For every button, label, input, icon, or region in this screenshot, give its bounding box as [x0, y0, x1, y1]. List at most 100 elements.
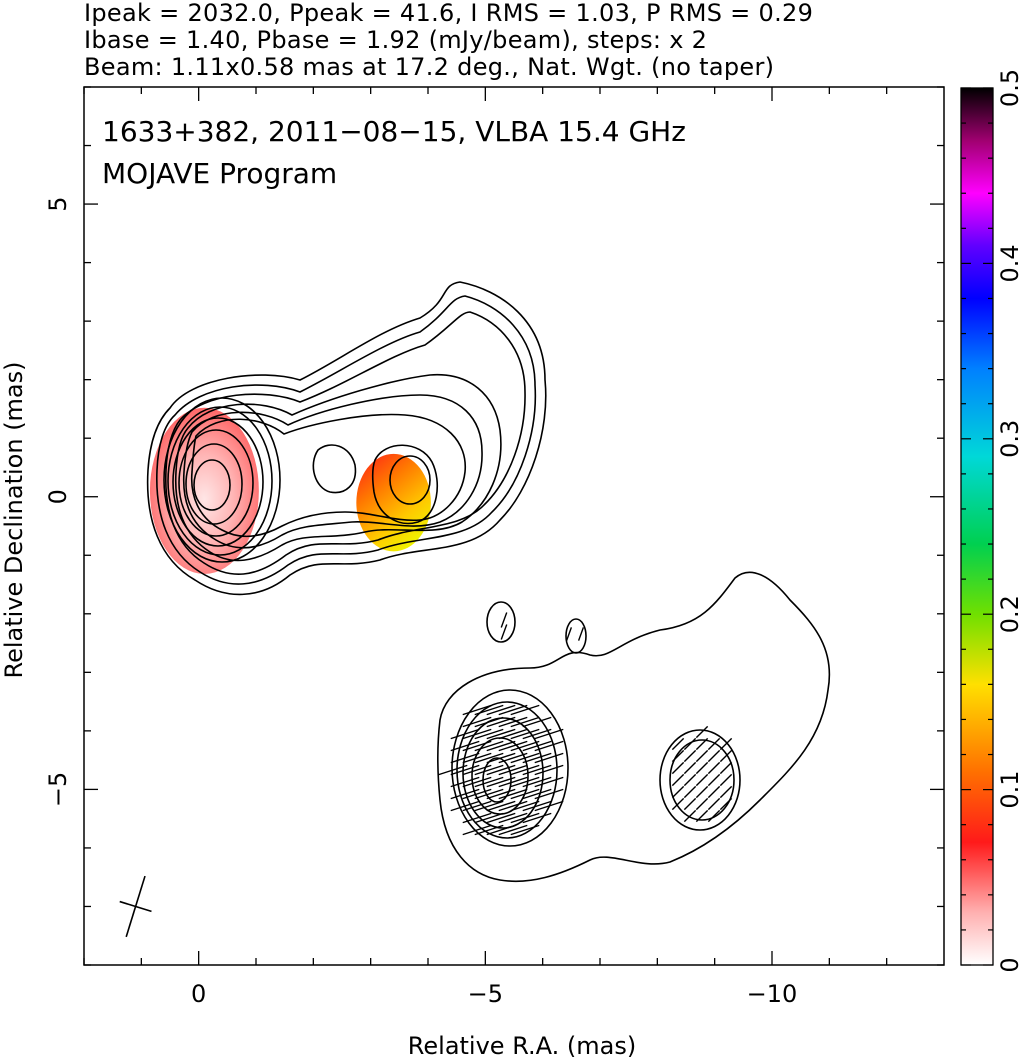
pol-vector — [486, 752, 516, 764]
pol-vector — [671, 773, 685, 787]
y-tick-label: 0 — [44, 489, 72, 504]
pol-vector — [534, 740, 564, 752]
polarization-vectors — [438, 612, 733, 836]
pol-vector — [719, 797, 733, 811]
pol-vector — [498, 788, 528, 800]
colorbar-tick-labels: 0 0.1 0.2 0.3 0.4 0.5 — [996, 69, 1022, 973]
contour-core-3 — [172, 417, 264, 547]
pol-vector — [486, 764, 516, 776]
pol-vector — [510, 776, 540, 788]
pol-vector — [695, 809, 709, 823]
pol-vector — [486, 824, 516, 836]
contour-outer-3 — [164, 311, 526, 575]
contour-outer-2 — [156, 295, 537, 585]
contour-mid-1 — [174, 374, 502, 562]
pol-vector — [534, 788, 564, 800]
pol-vector — [707, 785, 721, 799]
pol-vector — [498, 776, 528, 788]
pol-vector — [534, 764, 564, 776]
pol-vector — [695, 749, 709, 763]
pol-vector — [695, 761, 709, 775]
pol-vector — [683, 773, 697, 787]
x-axis-label: Relative R.A. (mas) — [408, 1032, 636, 1060]
contour-south-a2 — [456, 701, 558, 839]
pol-vector — [462, 740, 492, 752]
pol-vector — [462, 764, 492, 776]
pol-vector — [450, 776, 480, 788]
colorbar-tick-label: 0.2 — [996, 595, 1022, 633]
contour-core-6 — [193, 459, 231, 511]
pol-vector — [510, 812, 540, 824]
pol-vector — [450, 752, 480, 764]
pol-vector — [522, 800, 552, 812]
pol-vector — [719, 785, 733, 799]
pol-vector — [683, 737, 697, 751]
pol-vector — [707, 761, 721, 775]
pol-vector — [438, 764, 468, 776]
pol-vector — [498, 728, 528, 740]
pol-vector — [695, 797, 709, 811]
pol-vector — [695, 725, 709, 739]
pol-vector — [450, 740, 480, 752]
pol-vector — [683, 761, 697, 775]
x-tick-label: −5 — [468, 980, 503, 1008]
pol-vector — [719, 749, 733, 763]
pol-vector — [462, 704, 492, 716]
header-line-1: Ipeak = 2032.0, Ppeak = 41.6, I RMS = 1.… — [84, 0, 814, 27]
pol-vector — [707, 797, 721, 811]
pol-vector — [522, 764, 552, 776]
pol-vector — [498, 824, 528, 836]
pol-vector — [510, 764, 540, 776]
pol-vector — [695, 785, 709, 799]
contour-south-b2 — [669, 739, 735, 821]
pol-vector — [522, 752, 552, 764]
pol-vector — [510, 800, 540, 812]
pol-vector — [474, 716, 504, 728]
pol-vector — [450, 728, 480, 740]
contour-core-5 — [185, 443, 243, 525]
x-tick-label: −10 — [747, 980, 798, 1008]
pol-vector — [474, 752, 504, 764]
beam-marker — [119, 875, 152, 938]
pol-vector — [683, 749, 697, 763]
colorbar-tick-label: 0 — [996, 957, 1022, 972]
pol-vector — [510, 716, 540, 728]
pol-vector — [510, 752, 540, 764]
pol-vector — [450, 800, 480, 812]
pol-vector — [719, 773, 733, 787]
pol-vector — [683, 809, 697, 823]
contour-core-2 — [167, 406, 273, 556]
pol-region-inner-jet-knot — [356, 453, 431, 552]
contour-outer-1 — [146, 281, 547, 596]
pol-vector — [474, 788, 504, 800]
pol-vector — [671, 749, 685, 763]
axis-ticks — [83, 86, 944, 966]
pol-vector — [683, 797, 697, 811]
pol-vector — [534, 752, 564, 764]
pol-vector — [462, 824, 492, 836]
pol-vector — [671, 737, 685, 751]
pol-vector — [707, 737, 721, 751]
pol-vector — [462, 788, 492, 800]
pol-vector — [500, 624, 508, 640]
y-tick-label: 5 — [44, 196, 72, 211]
pol-vector — [534, 776, 564, 788]
y-axis-label: Relative Declination (mas) — [0, 361, 28, 678]
pol-vector — [565, 627, 573, 641]
pol-vector — [486, 728, 516, 740]
contour-knot-1 — [371, 444, 439, 525]
contour-island-1 — [486, 601, 516, 643]
pol-vector — [522, 812, 552, 824]
pol-vector — [695, 773, 709, 787]
colorbar-tick-label: 0.5 — [996, 69, 1022, 107]
contour-knot-2 — [389, 455, 431, 505]
y-tick-label: −5 — [44, 772, 72, 807]
pol-vector — [474, 800, 504, 812]
pol-vector — [474, 704, 504, 716]
pol-vector — [486, 716, 516, 728]
contour-mid-2 — [182, 394, 483, 549]
pol-vector — [474, 776, 504, 788]
pol-vector — [510, 704, 540, 716]
beam-minor-axis — [119, 900, 152, 913]
